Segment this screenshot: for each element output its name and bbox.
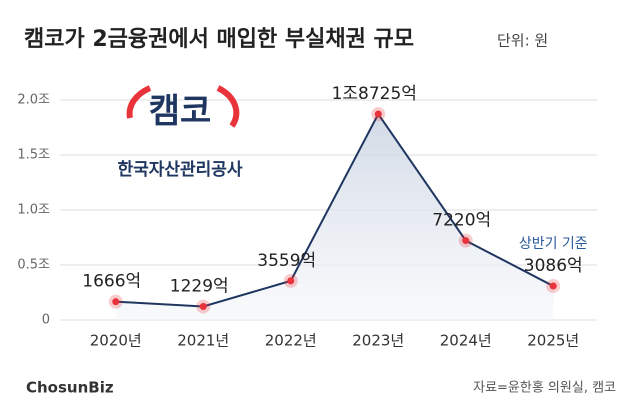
value-label: 1229억: [170, 276, 229, 296]
point: [112, 298, 120, 306]
line: [115, 112, 554, 308]
value-label: 3559억: [257, 251, 316, 271]
logo: 캠코 한국자산관리공사: [117, 85, 243, 180]
y-tick-label: 2.0조: [17, 93, 50, 108]
point: [549, 282, 557, 290]
x-tick-label: 2023년: [352, 332, 404, 350]
x-tick-label: 2024년: [440, 332, 492, 350]
y-tick-label: 0: [42, 313, 50, 328]
annotation: 상반기 기준: [519, 236, 588, 252]
value-label: 3086억: [524, 256, 583, 276]
point: [374, 110, 382, 118]
area: [115, 114, 554, 321]
footer-brand: ChosunBiz: [26, 379, 114, 397]
x-tick-label: 2020년: [90, 332, 142, 350]
logo-arc: [126, 85, 152, 119]
plot-area: 0 0.5조 1.0조 1.5조 2.0조 1666억 1229억 3559억 1조8725억 7…: [17, 84, 597, 350]
x-tick-label: 2021년: [177, 332, 229, 350]
point: [199, 302, 207, 310]
x-tick-label: 2025년: [527, 332, 579, 350]
logo-subtitle: 한국자산관리공사: [117, 160, 242, 180]
logo-arc: [216, 85, 240, 128]
value-label: 1666억: [82, 272, 141, 292]
footer-source: 자료=윤한홍 의원실, 캠코: [473, 381, 616, 396]
point: [462, 237, 470, 245]
x-tick-label: 2022년: [265, 332, 317, 350]
unit-label: 단위: 원: [497, 32, 548, 50]
y-tick-label: 1.0조: [17, 203, 50, 218]
value-label: 7220억: [432, 211, 491, 231]
y-tick-label: 0.5조: [17, 258, 50, 273]
y-tick-label: 1.5조: [17, 148, 50, 163]
value-label: 1조8725억: [332, 84, 417, 104]
chart-title: 캠코가 2금융권에서 매입한 부실채권 규모: [24, 27, 414, 52]
point: [287, 277, 295, 285]
logo-name: 캠코: [149, 92, 212, 132]
